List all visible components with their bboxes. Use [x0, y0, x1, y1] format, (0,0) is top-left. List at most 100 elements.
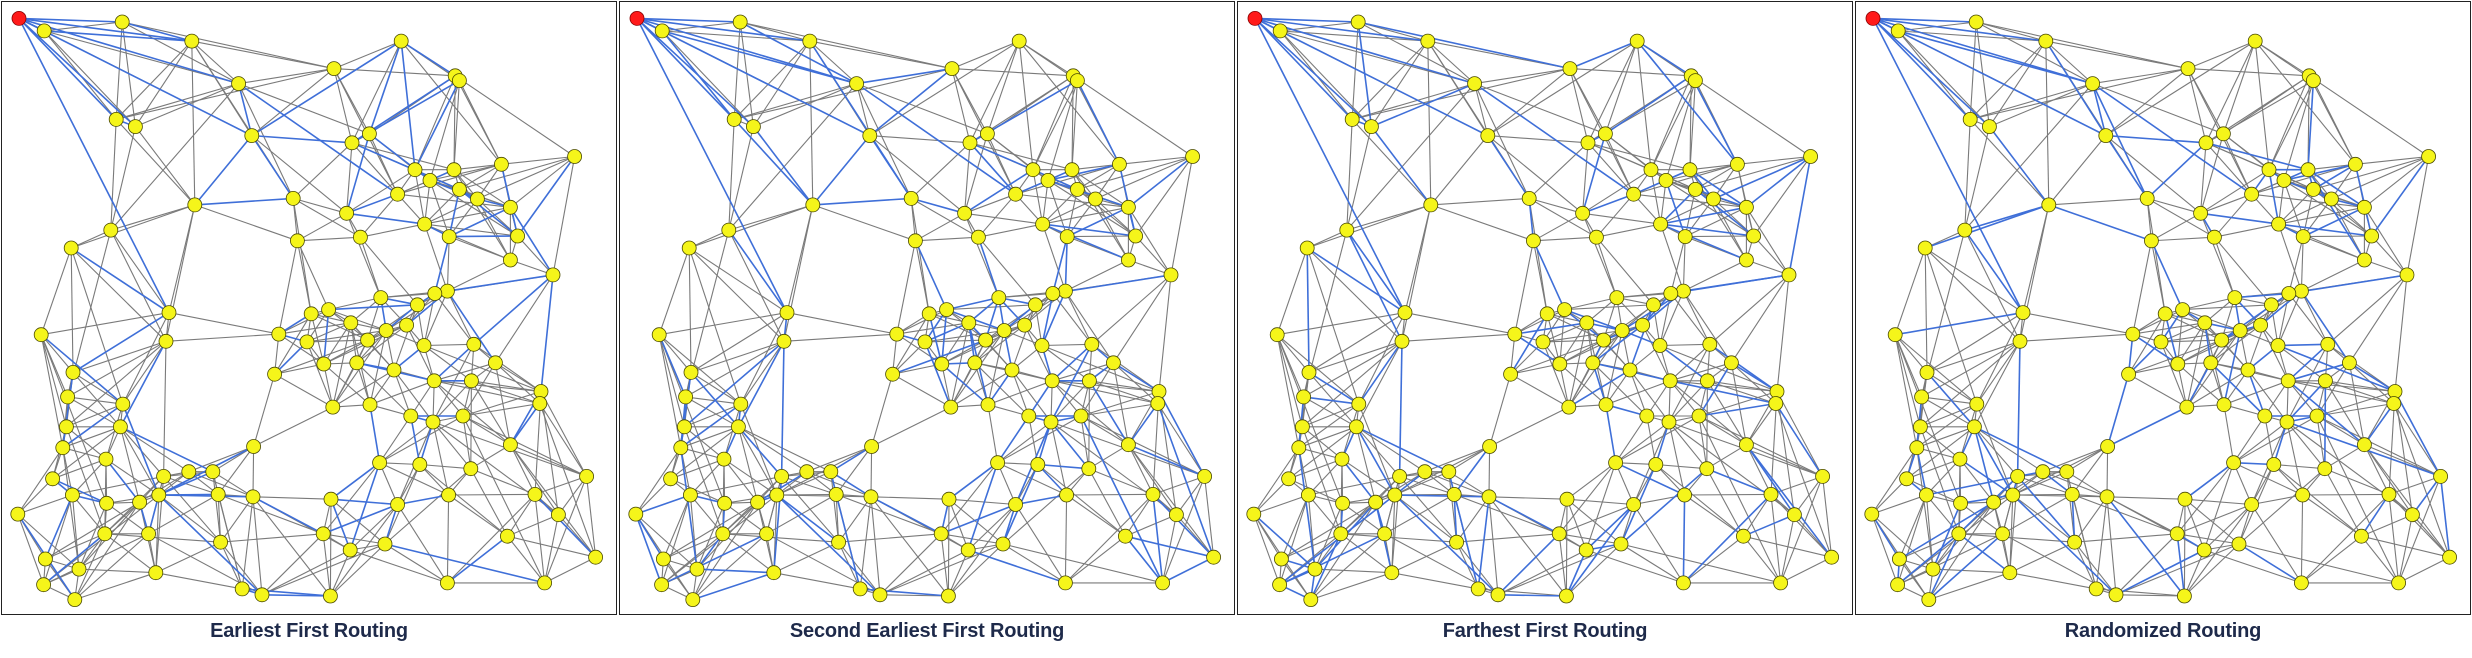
edge [2233, 462, 2253, 505]
route-edge [2307, 80, 2315, 170]
edge [2186, 369, 2249, 408]
edge [297, 236, 361, 242]
edge [423, 345, 472, 382]
edge [1002, 543, 1163, 584]
route-edge [941, 363, 989, 406]
node [446, 162, 462, 178]
edge [507, 535, 596, 558]
edge [2200, 193, 2252, 214]
edge [115, 119, 196, 206]
node [2214, 332, 2230, 348]
edge [1135, 156, 1194, 237]
edge [1592, 362, 1648, 417]
edge [689, 494, 724, 535]
node [1185, 149, 1200, 164]
route-edge [1358, 340, 1403, 405]
route-edge [1960, 494, 2013, 505]
edge [948, 498, 1004, 545]
edge [1391, 541, 1457, 574]
edge [1399, 475, 1455, 495]
node [1281, 471, 1296, 487]
edge [17, 478, 53, 515]
node [683, 487, 698, 503]
edge [1430, 197, 1530, 206]
edge [2017, 475, 2073, 495]
node [1579, 315, 1595, 331]
edge [2184, 498, 2240, 545]
node [2381, 486, 2397, 502]
node [1598, 397, 1614, 413]
node [1490, 587, 1506, 603]
node [1677, 487, 1693, 503]
edge [2300, 494, 2304, 583]
graph-canvas [1864, 10, 2457, 607]
node [55, 440, 71, 456]
edge [776, 471, 832, 496]
edge [974, 324, 1025, 364]
node [1291, 440, 1307, 456]
route-edge [1660, 223, 1754, 237]
edge [997, 421, 1052, 464]
edge [1342, 494, 1395, 504]
edge [809, 40, 953, 70]
node [828, 486, 844, 502]
edge [1924, 247, 1928, 373]
node [2293, 575, 2309, 591]
edge [115, 21, 123, 120]
route-edge [539, 274, 554, 404]
edge [2324, 468, 2362, 537]
edge [292, 198, 312, 314]
edge [1695, 155, 1811, 190]
route-edge [1689, 169, 1747, 208]
edge [1047, 179, 1136, 237]
route-edge [636, 17, 871, 137]
node [1653, 216, 1669, 232]
route-edge [812, 135, 871, 206]
edge [1620, 543, 1781, 584]
node [1397, 305, 1413, 321]
node [289, 233, 305, 249]
route-edge [636, 17, 735, 120]
node [1608, 455, 1624, 471]
edge [384, 468, 472, 545]
edge [67, 396, 121, 428]
edge [332, 362, 358, 408]
edge [1925, 458, 1961, 496]
edge [1071, 163, 1120, 171]
node [499, 528, 515, 544]
route-edge [1743, 513, 1795, 537]
edge [306, 339, 368, 343]
edge [116, 68, 335, 120]
route-edge [1076, 80, 1121, 165]
edge [781, 476, 840, 543]
edge [1308, 372, 1357, 428]
route-edge [1152, 494, 1164, 583]
edge [2074, 496, 2108, 543]
edge [212, 471, 222, 543]
node [677, 419, 692, 435]
route-edge [1964, 229, 2024, 314]
edge [1683, 535, 1744, 584]
source-node [1247, 10, 1263, 26]
node [1069, 181, 1085, 197]
node [1919, 364, 1935, 380]
edge [1302, 340, 1403, 428]
edge [924, 329, 1005, 343]
edge [66, 403, 124, 428]
edge [1080, 415, 1090, 469]
route-edge [1254, 17, 1428, 42]
edge [998, 292, 1053, 299]
edge [662, 494, 691, 560]
route-edge [1306, 247, 1310, 373]
edge [1340, 533, 1457, 543]
edge [2286, 421, 2304, 496]
node [1914, 389, 1929, 405]
edge [1898, 558, 1930, 600]
edge [1162, 476, 1206, 584]
edge [2042, 445, 2108, 473]
route-edge [1872, 17, 1971, 120]
edge [1448, 446, 1490, 473]
edge [2106, 446, 2109, 497]
route-edge [2348, 362, 2396, 393]
route-edge [2186, 362, 2212, 408]
